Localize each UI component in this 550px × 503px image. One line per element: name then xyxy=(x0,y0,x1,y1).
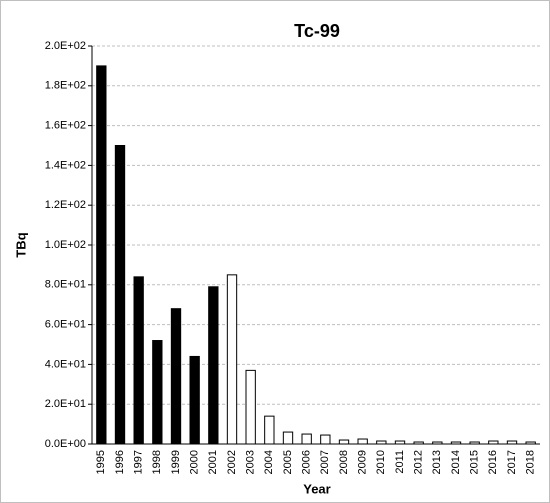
x-tick-label: 2011 xyxy=(394,450,406,474)
bar xyxy=(338,439,350,445)
y-tick-label: 6.0E+01 xyxy=(45,319,86,331)
bar xyxy=(96,65,107,445)
x-tick-label: 2005 xyxy=(282,450,294,474)
x-tick-label: 2003 xyxy=(245,450,257,474)
y-tick-label: 4.0E+01 xyxy=(45,358,86,370)
x-tick-label: 1998 xyxy=(151,450,163,474)
y-tick-label: 2.0E+02 xyxy=(45,40,86,52)
bar xyxy=(264,415,275,445)
x-tick-label: 1997 xyxy=(133,450,145,474)
bar xyxy=(114,145,126,445)
x-tick-label: 1996 xyxy=(114,450,126,474)
bar xyxy=(152,340,163,445)
x-tick-label: 2002 xyxy=(226,450,238,474)
x-tick-label: 2009 xyxy=(357,450,369,474)
x-tick-label: 2008 xyxy=(338,450,350,474)
x-tick-label: 2018 xyxy=(525,450,537,474)
y-tick-label: 1.2E+02 xyxy=(45,199,86,211)
x-tick-label: 2001 xyxy=(207,450,219,474)
y-axis-label: TBq xyxy=(13,232,28,257)
x-tick-label: 2007 xyxy=(319,450,331,474)
bar xyxy=(189,355,200,445)
y-tick-label: 2.0E+01 xyxy=(45,398,86,410)
bar xyxy=(301,433,312,445)
bar xyxy=(208,286,219,445)
bar xyxy=(357,438,368,445)
y-tick-label: 1.0E+02 xyxy=(45,239,86,251)
y-tick-label: 1.8E+02 xyxy=(45,80,86,92)
bar xyxy=(245,369,256,445)
y-tick-label: 0.0E+00 xyxy=(45,438,86,450)
chart-title: Tc-99 xyxy=(294,21,340,41)
x-tick-label: 2017 xyxy=(506,450,518,474)
x-tick-label: 2014 xyxy=(450,450,462,474)
x-tick-label: 2000 xyxy=(189,450,201,474)
y-tick-label: 8.0E+01 xyxy=(45,279,86,291)
bar xyxy=(170,308,182,445)
x-tick-label: 1995 xyxy=(95,450,107,474)
x-tick-label: 2016 xyxy=(487,450,499,474)
bar xyxy=(320,434,331,445)
bar xyxy=(226,274,238,445)
x-tick-label: 2013 xyxy=(431,450,443,474)
x-tick-label: 2015 xyxy=(469,450,481,474)
x-tick-label: 2004 xyxy=(263,450,275,474)
x-tick-label: 2006 xyxy=(301,450,313,474)
y-tick-label: 1.4E+02 xyxy=(45,159,86,171)
x-axis-label: Year xyxy=(303,481,330,496)
x-tick-label: 2012 xyxy=(413,450,425,474)
bar xyxy=(282,431,294,445)
x-tick-label: 1999 xyxy=(170,450,182,474)
bar xyxy=(133,276,144,445)
y-tick-label: 1.6E+02 xyxy=(45,120,86,132)
x-tick-label: 2010 xyxy=(375,450,387,474)
